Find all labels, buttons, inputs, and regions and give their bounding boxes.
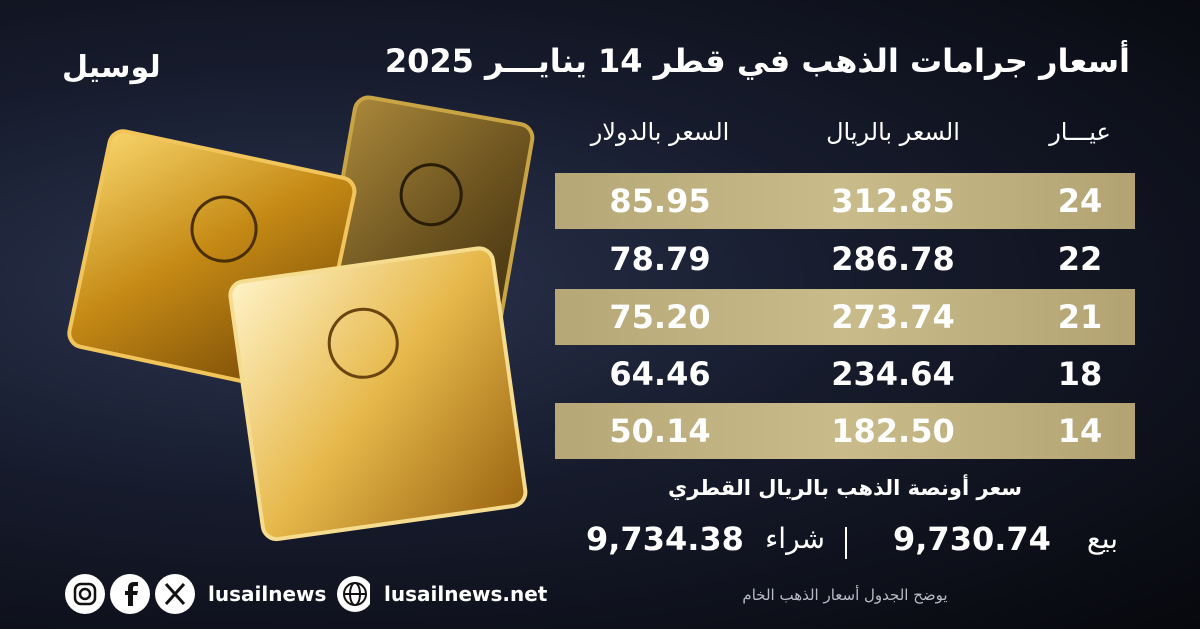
ounce-title: سعر أونصة الذهب بالريال القطري [667,476,1023,500]
price-cell: 234.64 [831,355,955,393]
column-header: السعر بالدولار [590,118,730,146]
price-cell: 85.95 [609,182,711,220]
karat-cell: 24 [1057,182,1103,220]
price-cell: 273.74 [831,298,955,336]
website[interactable]: lusailnews.net [384,582,548,606]
brand-logo: لوسيل [62,50,161,85]
buy-value: 9,734.38 [586,520,744,558]
karat-cell: 18 [1057,355,1103,393]
social-icons [65,574,370,614]
karat-cell: 14 [1057,412,1103,450]
price-cell: 50.14 [609,412,711,450]
price-cell: 286.78 [831,240,955,278]
social-handle[interactable]: lusailnews [208,582,327,606]
title: أسعار جرامات الذهب في قطر 14 ينايـــر 20… [384,42,1130,80]
column-header: السعر بالريال [826,118,960,146]
price-cell: 64.46 [609,355,711,393]
gold-bars [67,95,535,542]
karat-cell: 21 [1057,298,1103,336]
column-header: عيـــار [1049,118,1111,146]
buy-label: شراء [765,522,825,555]
price-cell: 312.85 [831,182,955,220]
sell-label: بيع [1086,522,1118,555]
table-row [555,289,1135,345]
table-row [555,173,1135,229]
karat-cell: 22 [1057,240,1103,278]
sell-value: 9,730.74 [893,520,1051,558]
separator [845,527,847,559]
price-cell: 78.79 [609,240,711,278]
price-cell: 75.20 [609,298,711,336]
footnote: يوضح الجدول أسعار الذهب الخام [742,586,948,604]
table-row [555,403,1135,459]
price-cell: 182.50 [831,412,955,450]
